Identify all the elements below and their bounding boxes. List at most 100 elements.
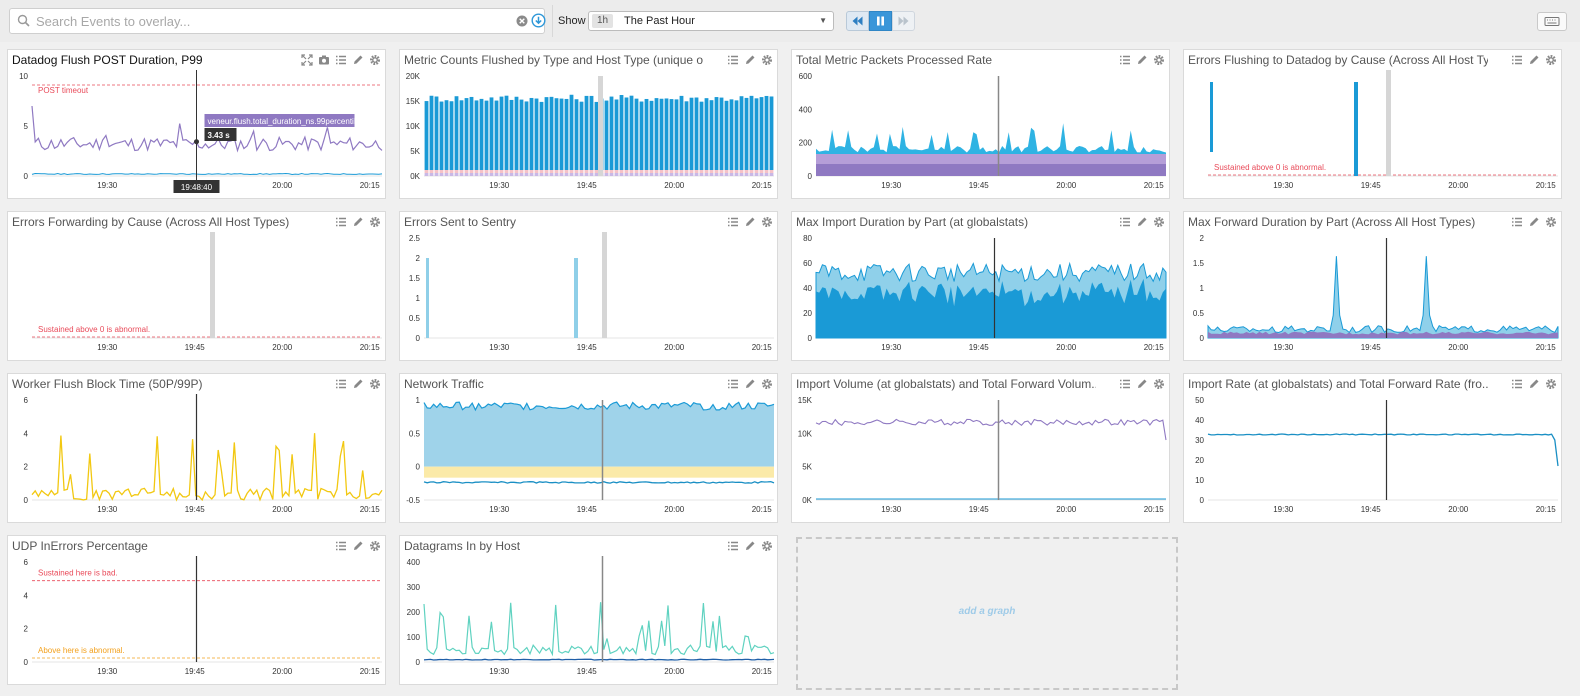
- list-icon[interactable]: [335, 539, 347, 551]
- bar: [704, 98, 709, 170]
- add-graph-placeholder[interactable]: add a graph: [796, 537, 1178, 690]
- pencil-icon[interactable]: [352, 539, 364, 551]
- gear-icon[interactable]: [369, 53, 381, 65]
- bar: [664, 173, 669, 176]
- gear-icon[interactable]: [369, 539, 381, 551]
- gear-icon[interactable]: [761, 215, 773, 227]
- pencil-icon[interactable]: [744, 53, 756, 65]
- widget-panel[interactable]: Network Traffic 1 0.5 0 -0.5 19:30 19:45 20:00 2…: [399, 373, 778, 523]
- pencil-icon[interactable]: [744, 215, 756, 227]
- pencil-icon[interactable]: [1528, 53, 1540, 65]
- gear-icon[interactable]: [1545, 377, 1557, 389]
- pencil-icon[interactable]: [744, 377, 756, 389]
- pencil-icon[interactable]: [1528, 215, 1540, 227]
- chart-canvas: 6 4 2 0 19:30 19:45 20:00 20:15: [24, 394, 383, 514]
- widget-panel[interactable]: Import Rate (at globalstats) and Total F…: [1183, 373, 1562, 523]
- bar: [769, 170, 774, 173]
- bar: [724, 170, 729, 173]
- gear-icon[interactable]: [1153, 377, 1165, 389]
- bar: [499, 173, 504, 176]
- list-icon[interactable]: [335, 53, 347, 65]
- bar: [554, 173, 559, 176]
- pencil-icon[interactable]: [1528, 377, 1540, 389]
- keyboard-shortcuts-button[interactable]: [1537, 12, 1567, 31]
- gear-icon[interactable]: [369, 377, 381, 389]
- bar: [544, 173, 549, 176]
- series-area: [1207, 256, 1559, 339]
- timeframe-select[interactable]: 1h The Past Hour ▼: [588, 11, 834, 31]
- fast-forward-button[interactable]: [892, 11, 915, 31]
- widget-panel[interactable]: Import Volume (at globalstats) and Total…: [791, 373, 1170, 523]
- gear-icon[interactable]: [369, 215, 381, 227]
- gear-icon[interactable]: [1545, 215, 1557, 227]
- pencil-icon[interactable]: [352, 53, 364, 65]
- pencil-icon[interactable]: [352, 377, 364, 389]
- list-icon[interactable]: [1511, 53, 1523, 65]
- widget-panel[interactable]: Max Forward Duration by Part (Across All…: [1183, 211, 1562, 361]
- pause-button[interactable]: [869, 11, 892, 31]
- clear-circle-icon[interactable]: [516, 15, 528, 27]
- gear-icon[interactable]: [1153, 215, 1165, 227]
- list-icon[interactable]: [335, 377, 347, 389]
- bar: [464, 98, 469, 170]
- x-tick-label: 19:30: [1273, 343, 1294, 352]
- bar: [589, 95, 594, 170]
- list-icon[interactable]: [1119, 377, 1131, 389]
- bar: [754, 170, 759, 173]
- gear-icon[interactable]: [1153, 53, 1165, 65]
- bar: [514, 96, 519, 170]
- list-icon[interactable]: [727, 53, 739, 65]
- widget-panel[interactable]: Worker Flush Block Time (50P/99P) 6 4 2 0 19:…: [7, 373, 386, 523]
- bar: [679, 95, 684, 170]
- list-icon[interactable]: [335, 215, 347, 227]
- widget-panel[interactable]: Max Import Duration by Part (at globalst…: [791, 211, 1170, 361]
- pencil-icon[interactable]: [1136, 53, 1148, 65]
- pencil-icon[interactable]: [744, 539, 756, 551]
- x-tick-label: 19:30: [881, 181, 902, 190]
- pencil-icon[interactable]: [1136, 215, 1148, 227]
- list-icon[interactable]: [727, 377, 739, 389]
- list-icon[interactable]: [1511, 215, 1523, 227]
- camera-icon[interactable]: [318, 53, 330, 65]
- x-tick-label: 19:30: [97, 181, 118, 190]
- gear-icon[interactable]: [761, 53, 773, 65]
- bar: [714, 97, 719, 170]
- list-icon[interactable]: [727, 215, 739, 227]
- bar: [689, 170, 694, 173]
- rewind-button[interactable]: [846, 11, 869, 31]
- cursor-time: 19:48:40: [181, 183, 213, 192]
- bar: [424, 173, 429, 176]
- bar: [744, 170, 749, 173]
- bar: [659, 170, 664, 173]
- gear-icon[interactable]: [761, 539, 773, 551]
- widget-panel[interactable]: Total Metric Packets Processed Rate 600 40…: [791, 49, 1170, 199]
- widget-panel[interactable]: Datadog Flush POST Duration, P99 10 5 0 19:3…: [7, 49, 386, 199]
- widget-panel[interactable]: Errors Sent to Sentry 2.5 2 1.5 1 0.5 0 19:30 19…: [399, 211, 778, 361]
- list-icon[interactable]: [727, 539, 739, 551]
- overlay-events-icon[interactable]: [531, 13, 546, 28]
- event-search-box[interactable]: [9, 8, 546, 34]
- widget-panel[interactable]: Errors Forwarding by Cause (Across All H…: [7, 211, 386, 361]
- chart-canvas: 600 400 200 0 19:30 19:45 20:00 20:15: [799, 72, 1166, 190]
- widget-panel[interactable]: Metric Counts Flushed by Type and Host T…: [399, 49, 778, 199]
- list-icon[interactable]: [1511, 377, 1523, 389]
- gear-icon[interactable]: [761, 377, 773, 389]
- y-tick-label: 600: [799, 72, 813, 81]
- bar: [634, 98, 639, 170]
- pencil-icon[interactable]: [1136, 377, 1148, 389]
- pencil-icon[interactable]: [352, 215, 364, 227]
- widget-title: Network Traffic: [404, 377, 484, 391]
- list-icon[interactable]: [1119, 53, 1131, 65]
- expand-icon[interactable]: [301, 53, 313, 66]
- widget-panel[interactable]: UDP InErrors Percentage 6 4 2 0 19:30 19:45 20:…: [7, 535, 386, 685]
- bar: [519, 99, 524, 170]
- bar: [639, 170, 644, 173]
- x-tick-label: 20:15: [752, 343, 773, 352]
- widget-panel[interactable]: Datagrams In by Host 400 300 200 100 0 19:30 19…: [399, 535, 778, 685]
- bar: [764, 95, 769, 170]
- gear-icon[interactable]: [1545, 53, 1557, 65]
- search-input[interactable]: [36, 10, 506, 32]
- widget-panel[interactable]: Errors Flushing to Datadog by Cause (Acr…: [1183, 49, 1562, 199]
- list-icon[interactable]: [1119, 215, 1131, 227]
- widget-title: Datadog Flush POST Duration, P99: [12, 53, 203, 67]
